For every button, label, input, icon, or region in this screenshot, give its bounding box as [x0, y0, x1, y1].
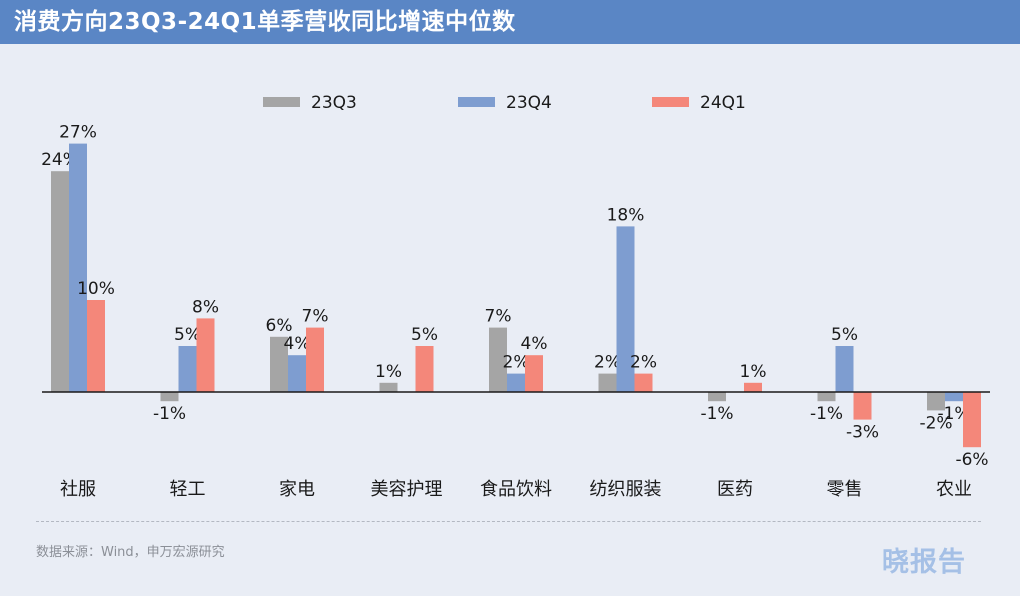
data-label: -3% [846, 423, 879, 443]
bar [196, 318, 215, 392]
bar [616, 226, 635, 392]
data-label: -2% [919, 413, 952, 433]
data-label: 27% [59, 123, 97, 143]
legend-swatch [263, 97, 300, 107]
data-label: 8% [192, 297, 219, 317]
data-label: 10% [77, 279, 115, 299]
bar [87, 300, 105, 392]
data-label: 2% [503, 353, 530, 373]
divider [36, 521, 981, 522]
data-label: 2% [594, 353, 621, 373]
bar [598, 373, 617, 392]
category-label: 医药 [717, 479, 753, 500]
data-label: 4% [521, 334, 548, 354]
data-label: 1% [740, 362, 767, 382]
category-label: 家电 [279, 479, 315, 500]
bar [306, 327, 324, 392]
data-label: 5% [831, 325, 858, 345]
bar-chart: 23Q3 23Q4 24Q124%27%10%社服-1%5%8%轻工6%4%7%家电… [41, 93, 990, 500]
data-label: 4% [284, 334, 311, 354]
watermark-logo: 晓报告 [882, 547, 966, 578]
bar [945, 392, 963, 402]
bar [270, 336, 288, 392]
data-label: 6% [266, 316, 293, 336]
data-label: 1% [375, 362, 402, 382]
bar [525, 355, 543, 392]
data-label: 5% [174, 325, 201, 345]
data-label: 7% [485, 307, 512, 327]
bar [963, 392, 981, 448]
bar [927, 392, 945, 411]
bar [708, 392, 726, 402]
data-label: 2% [630, 353, 657, 373]
bar [489, 327, 507, 392]
data-label: -1% [153, 404, 186, 424]
bar [634, 373, 653, 392]
legend-label: 23Q3 [311, 93, 357, 113]
data-label: -1% [700, 404, 733, 424]
bar [744, 382, 762, 392]
bar [415, 346, 434, 392]
bar [853, 392, 872, 420]
category-label: 食品饮料 [480, 479, 552, 500]
bar [835, 346, 854, 392]
title-bar: 消费方向23Q3-24Q1单季营收同比增速中位数 [0, 0, 1020, 44]
bar [288, 355, 306, 392]
category-label: 社服 [60, 479, 96, 500]
data-label: 7% [302, 307, 329, 327]
category-label: 农业 [936, 479, 972, 500]
data-label: 5% [411, 325, 438, 345]
category-label: 轻工 [170, 479, 206, 500]
bar [817, 392, 836, 402]
bar [160, 392, 179, 402]
category-label: 零售 [827, 479, 863, 500]
category-label: 美容护理 [371, 479, 443, 500]
legend-label: 23Q4 [506, 93, 552, 113]
legend-swatch [458, 97, 495, 107]
data-source: 数据来源：Wind，申万宏源研究 [36, 545, 225, 560]
data-label: 18% [607, 205, 645, 225]
category-label: 纺织服装 [590, 479, 662, 500]
bar [379, 382, 398, 392]
data-label: -1% [810, 404, 843, 424]
data-label: -6% [955, 450, 988, 470]
legend-swatch [652, 97, 689, 107]
bar [178, 346, 197, 392]
page-title: 消费方向23Q3-24Q1单季营收同比增速中位数 [14, 9, 516, 35]
legend-label: 24Q1 [700, 93, 746, 113]
data-label: -1% [937, 404, 970, 424]
bar [69, 143, 87, 392]
bar [507, 373, 525, 392]
bar [51, 171, 69, 392]
